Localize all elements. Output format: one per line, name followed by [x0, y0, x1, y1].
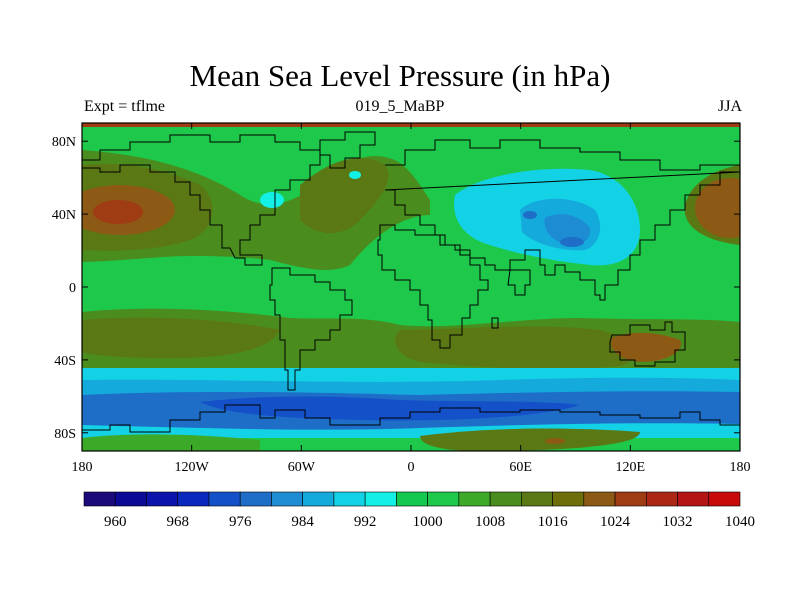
- colorbar-swatch: [614, 491, 647, 507]
- lat-tick-label: 0: [69, 281, 76, 296]
- season-label: JJA: [717, 98, 742, 115]
- axis-ticks: 80N 40N 0 40S 80S 180 120W 60W 0 60E 120E 180: [52, 123, 751, 475]
- coast-madagascar: [491, 317, 499, 329]
- field-asian-low-core: [544, 214, 591, 246]
- field-pacific-high-core: [93, 200, 143, 224]
- field-asian-low-min: [560, 237, 584, 247]
- field-atl-low: [349, 171, 361, 179]
- coast-antarctica: [82, 404, 740, 433]
- colorbar-swatch: [677, 491, 710, 507]
- field-south-pacific-olive: [82, 317, 280, 358]
- colorbar-label: 968: [166, 514, 189, 530]
- colorbar-swatch: [83, 491, 116, 507]
- lon-tick-label: 0: [408, 460, 415, 475]
- colorbar-label: 984: [291, 514, 314, 530]
- period-label: 019_5_MaBP: [355, 98, 445, 115]
- field-australia-high: [611, 332, 681, 362]
- colorbar-label: 1008: [475, 514, 505, 530]
- coastlines: [82, 131, 740, 433]
- field-antarctic-high: [420, 428, 640, 451]
- experiment-label: Expt = tflme: [84, 98, 166, 115]
- colorbar-swatch: [521, 491, 553, 507]
- field-pacific-high-east: [695, 178, 740, 238]
- colorbar-swatch: [708, 491, 741, 507]
- lat-tick-label: 40S: [54, 354, 76, 369]
- colorbar-label: 960: [104, 514, 127, 530]
- colorbar-swatch: [489, 491, 522, 507]
- field-antarctic-west: [82, 434, 260, 451]
- colorbar-swatch: [552, 491, 585, 507]
- colorbar-swatch: [427, 491, 460, 507]
- lon-tick-label: 60E: [509, 460, 532, 475]
- lon-tick-label: 60W: [288, 460, 316, 475]
- colorbar-label: 992: [354, 514, 377, 530]
- field-atlantic-olive: [300, 157, 389, 234]
- coast-south-america: [269, 267, 353, 391]
- colorbar-swatch: [396, 491, 428, 507]
- colorbar-swatch: [146, 491, 179, 507]
- colorbar-label: 1032: [663, 514, 693, 530]
- chart-title: Mean Sea Level Pressure (in hPa): [189, 58, 611, 93]
- colorbar-swatch: [364, 491, 397, 507]
- coast-australia: [609, 321, 686, 367]
- lon-tick-label: 120W: [175, 460, 210, 475]
- colorbar-label: 1016: [538, 514, 569, 530]
- field-so-core: [200, 396, 580, 421]
- coast-greenland: [319, 131, 376, 169]
- colorbar-swatch: [114, 491, 147, 507]
- colorbar-swatch: [583, 491, 616, 507]
- field-antarctic-core: [545, 438, 565, 444]
- coast-india: [507, 269, 531, 296]
- lon-tick-label: 180: [72, 460, 93, 475]
- colorbar-swatch: [208, 491, 241, 507]
- field-south-indian-olive: [395, 326, 636, 369]
- colorbar-swatch: [333, 491, 366, 507]
- lon-tick-label: 120E: [616, 460, 646, 475]
- lat-tick-label: 80N: [52, 135, 76, 150]
- field-asian-low-min-west: [523, 211, 537, 219]
- coast-north-america: [82, 134, 321, 266]
- lon-tick-label: 180: [730, 460, 751, 475]
- field-na-low: [260, 192, 284, 208]
- colorbar-swatch: [302, 491, 335, 507]
- colorbar-label: 1040: [725, 514, 755, 530]
- lat-tick-label: 40N: [52, 208, 76, 223]
- colorbar-swatch: [458, 491, 491, 507]
- colorbar-swatch: [271, 491, 303, 507]
- colorbar-swatch: [177, 491, 210, 507]
- colorbar-swatch: [239, 491, 272, 507]
- colorbar-swatch: [645, 491, 678, 507]
- colorbar-label: 1000: [413, 514, 443, 530]
- lat-tick-label: 80S: [54, 427, 76, 442]
- colorbar-label: 1024: [600, 514, 631, 530]
- coast-africa: [377, 224, 489, 349]
- colorbar-label: 976: [229, 514, 252, 530]
- colorbar: 960 968 976 984 992 1000 1008 1016 1024 1032 1040: [83, 491, 755, 530]
